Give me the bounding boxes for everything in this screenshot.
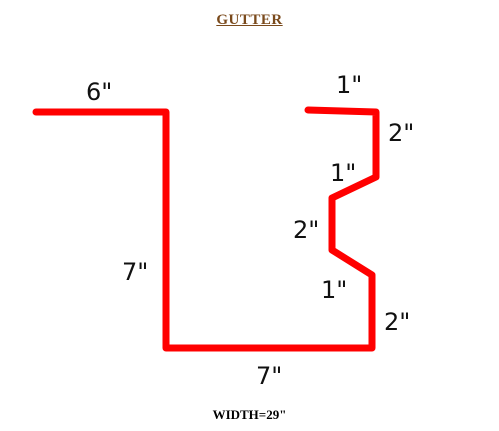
diagram-title: GUTTER [216,12,283,28]
dim-top-left-flange: 6" [86,78,112,106]
dim-left-side: 7" [122,258,148,286]
dim-right-lower-diagonal: 1" [321,276,347,304]
dim-top-right-lip: 1" [336,71,362,99]
dim-right-upper-diagonal: 1" [330,159,356,187]
dim-right-lower: 2" [384,308,410,336]
width-label: WIDTH=29" [212,407,287,422]
dim-right-upper: 2" [388,119,414,147]
gutter-profile-outline [32,106,380,352]
dim-right-middle: 2" [293,216,319,244]
dim-bottom: 7" [256,362,282,390]
